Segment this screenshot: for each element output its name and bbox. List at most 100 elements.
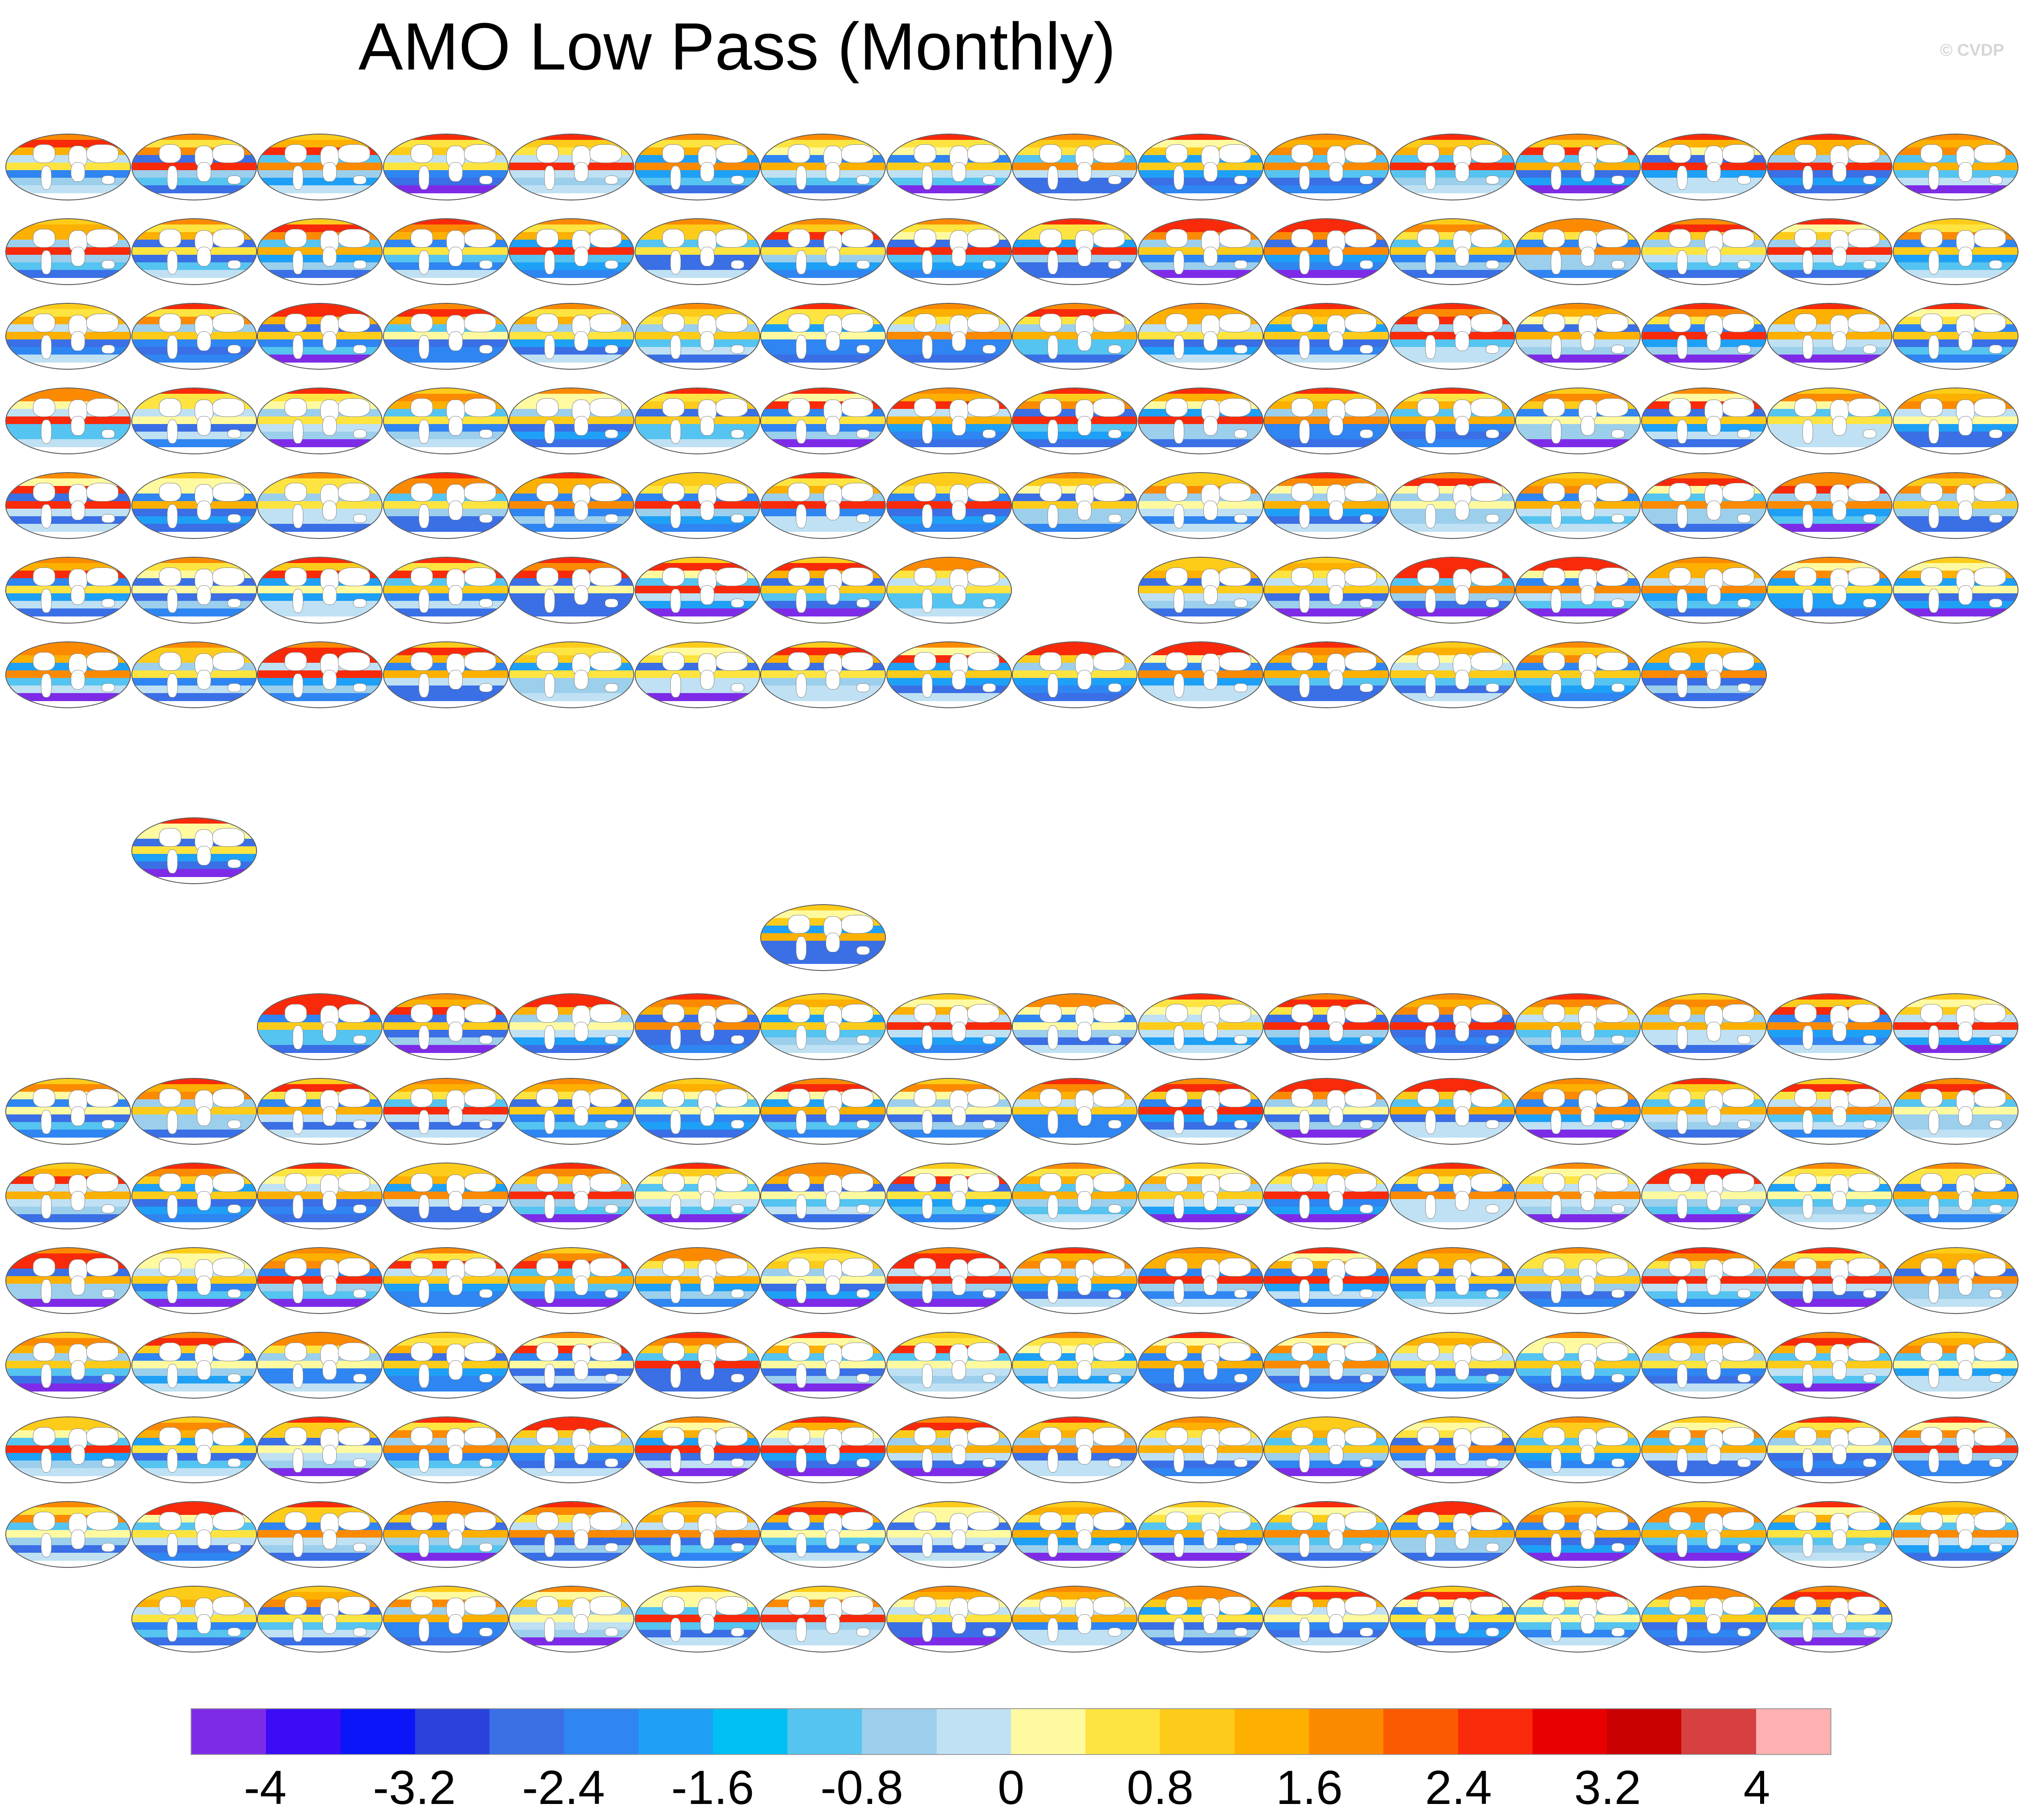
continent-mask (1611, 429, 1625, 438)
map-shading-band (1516, 1383, 1640, 1392)
continent-mask (1551, 1110, 1561, 1134)
map-field (5, 472, 131, 539)
map-shading-band (258, 255, 382, 262)
map-shading-band (635, 1361, 759, 1368)
continent-mask (1973, 1343, 2006, 1361)
continent-mask (448, 1360, 463, 1380)
continent-mask (1581, 1106, 1595, 1126)
continent-mask (856, 1458, 870, 1467)
map-shading-band (635, 994, 759, 1000)
continent-mask (1928, 1279, 1939, 1303)
continent-mask (1676, 1195, 1688, 1219)
continent-mask (1989, 1374, 2002, 1383)
map-shading-band (1516, 1637, 1640, 1645)
continent-mask (1329, 162, 1343, 182)
map-shading-band (258, 185, 382, 193)
map-panel (1264, 1154, 1389, 1229)
map-shading-band (1768, 170, 1892, 178)
continent-mask (1425, 1110, 1436, 1134)
continent-mask (322, 1276, 337, 1295)
map-panel (1012, 1154, 1137, 1229)
continent-mask (1234, 1543, 1247, 1552)
continent-mask (212, 828, 245, 847)
map-shading-band (1893, 1530, 2018, 1538)
continent-mask (544, 673, 555, 698)
map-panel (383, 209, 509, 285)
map-panel (760, 1577, 886, 1653)
continent-mask (410, 1512, 433, 1530)
map-panel (1137, 548, 1264, 624)
map-shading-band (6, 262, 130, 270)
continent-mask (212, 229, 245, 248)
map-field (1892, 303, 2018, 370)
map-shading-band (1138, 608, 1263, 616)
map-panel (1389, 294, 1515, 370)
map-shading-band (132, 135, 256, 140)
map-shading-band (258, 416, 382, 424)
continent-mask (670, 673, 681, 698)
map-shading-band (132, 1615, 256, 1622)
continent-mask (322, 670, 337, 690)
continent-mask (1077, 1530, 1092, 1549)
map-shading-band (1138, 1130, 1263, 1138)
map-shading-band (761, 1553, 885, 1561)
continent-mask (159, 1089, 181, 1107)
continent-mask (410, 567, 433, 586)
continent-mask (826, 1106, 840, 1126)
map-shading-band (1893, 1214, 2018, 1222)
map-field (131, 557, 257, 624)
map-field (1767, 1501, 1892, 1568)
continent-mask (1737, 260, 1751, 269)
map-panel (131, 633, 257, 708)
continent-mask (1973, 1427, 2006, 1446)
continent-mask (448, 585, 463, 605)
map-shading-band (1516, 347, 1640, 355)
map-shading-band (1013, 1163, 1137, 1169)
map-shading-band (761, 163, 885, 170)
continent-mask (788, 1089, 810, 1107)
continent-mask (1203, 1022, 1218, 1041)
map-shading-band (258, 355, 382, 363)
map-shading-band (635, 1299, 759, 1307)
continent-mask (353, 1120, 367, 1129)
map-field (634, 388, 760, 454)
map-shading-band (1264, 1530, 1388, 1538)
map-panel (886, 1408, 1012, 1483)
map-shading-band (1013, 1214, 1137, 1222)
continent-mask (1470, 1427, 1503, 1446)
map-field (509, 1332, 634, 1399)
continent-mask (1668, 1173, 1691, 1192)
map-field (1515, 1332, 1641, 1399)
map-shading-band (258, 304, 382, 309)
continent-mask (1676, 335, 1688, 359)
continent-mask (1794, 1089, 1817, 1107)
continent-mask (967, 314, 999, 332)
map-shading-band (1893, 1276, 2018, 1284)
map-field (1389, 1163, 1515, 1229)
map-shading-band (1516, 1022, 1640, 1030)
continent-mask (167, 504, 178, 528)
continent-mask (841, 398, 873, 417)
map-shading-band (1893, 1192, 2018, 1199)
map-field (509, 641, 634, 708)
colorbar-swatch (489, 1709, 564, 1754)
map-shading-band (510, 1530, 633, 1538)
map-field (1137, 1163, 1264, 1229)
map-field (760, 1163, 886, 1229)
map-shading-band (1138, 994, 1263, 1000)
colorbar-swatch (862, 1709, 937, 1754)
map-field (1389, 1501, 1515, 1568)
continent-mask (1848, 1173, 1880, 1192)
map-shading-band (1390, 473, 1514, 478)
continent-mask (1234, 599, 1247, 608)
continent-mask (1360, 429, 1373, 438)
map-shading-band (887, 1530, 1011, 1538)
continent-mask (1668, 483, 1691, 502)
continent-mask (1596, 652, 1628, 671)
map-shading-band (1516, 247, 1640, 255)
continent-mask (102, 1458, 115, 1467)
continent-mask (1863, 599, 1876, 608)
map-shading-band (510, 473, 633, 478)
map-shading-band (1642, 1445, 1766, 1453)
map-shading-band (1013, 1361, 1137, 1368)
